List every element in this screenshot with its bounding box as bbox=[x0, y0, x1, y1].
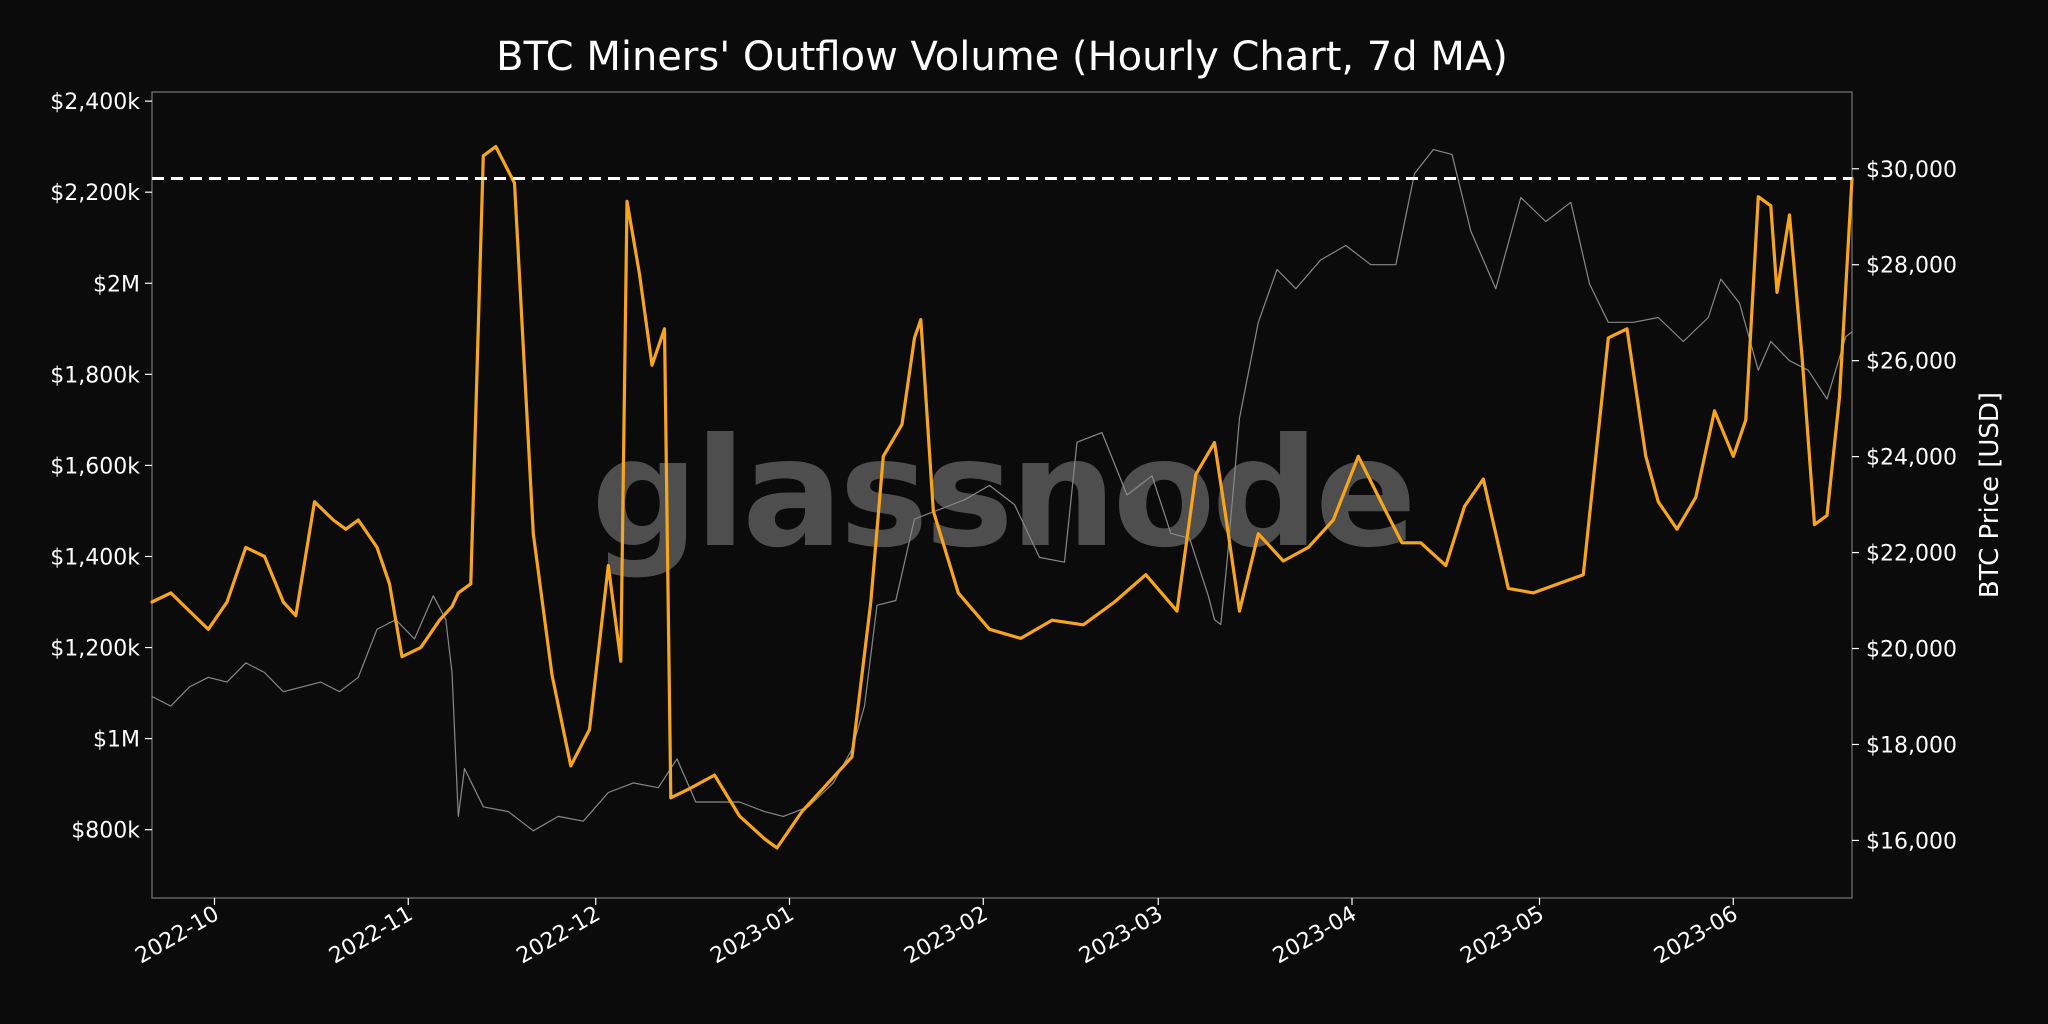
y2-tick-label: $30,000 bbox=[1866, 158, 1957, 183]
y-tick-label: $800k bbox=[71, 819, 140, 844]
plot-frame bbox=[151, 91, 1853, 899]
y2-tick-label: $24,000 bbox=[1866, 446, 1957, 471]
y2-tick-label: $18,000 bbox=[1866, 733, 1957, 758]
watermark-logo: glassnode bbox=[591, 407, 1413, 581]
y2-tick-label: $28,000 bbox=[1866, 254, 1957, 279]
chart-title: BTC Miners' Outflow Volume (Hourly Chart… bbox=[496, 34, 1508, 80]
y2-tick-label: $22,000 bbox=[1866, 542, 1957, 567]
btc-price-series-line bbox=[151, 149, 1853, 832]
y-tick-label: $1,400k bbox=[50, 545, 140, 570]
plot-area bbox=[151, 91, 1853, 899]
y-tick-label: $1,800k bbox=[50, 363, 140, 388]
series-layer bbox=[150, 145, 1854, 850]
y-tick-label: $1,200k bbox=[50, 637, 140, 662]
y2-tick-label: $16,000 bbox=[1866, 829, 1957, 854]
y-tick-label: $2M bbox=[93, 272, 140, 297]
y-tick-label: $2,400k bbox=[50, 90, 140, 115]
y-tick-label: $1M bbox=[93, 728, 140, 753]
y2-tick-label: $20,000 bbox=[1866, 638, 1957, 663]
outflow-volume-series-line bbox=[150, 145, 1854, 850]
y2-tick-label: $26,000 bbox=[1866, 350, 1957, 375]
y-tick-label: $1,600k bbox=[50, 454, 140, 479]
y2-axis-title: BTC Price [USD] bbox=[1975, 392, 2005, 598]
y-tick-label: $2,200k bbox=[50, 181, 140, 206]
